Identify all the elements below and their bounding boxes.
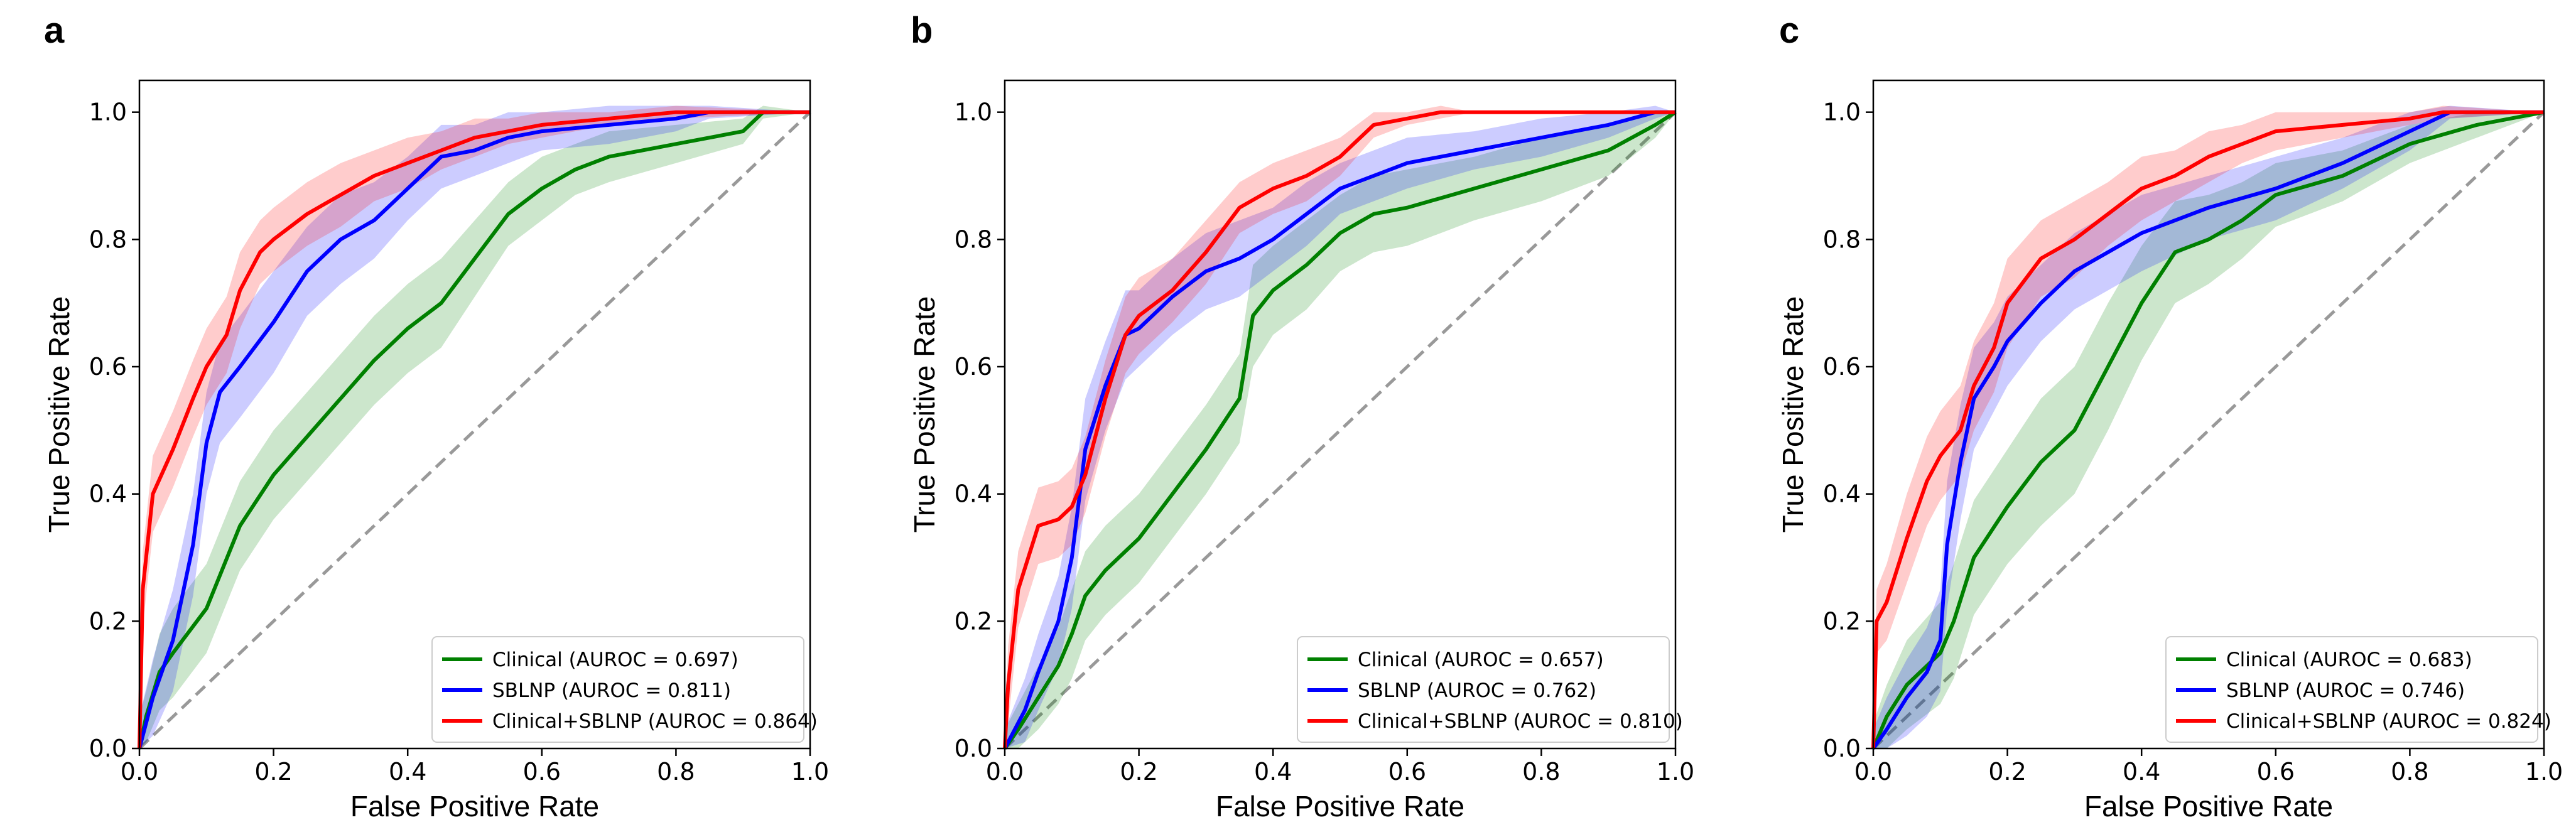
- series-band-1: [1873, 105, 2544, 748]
- x-tick-label: 0.2: [1120, 758, 1157, 786]
- y-tick-label: 1.0: [1823, 99, 1861, 126]
- x-tick-label: 0.2: [1988, 758, 2026, 786]
- y-tick-label: 0.4: [89, 480, 127, 508]
- x-axis-label: False Positive Rate: [2084, 790, 2333, 823]
- x-tick-label: 0.8: [657, 758, 695, 786]
- y-tick-label: 0.0: [955, 735, 992, 762]
- plot-frame: [138, 79, 811, 750]
- y-tick-label: 0.6: [955, 353, 992, 381]
- y-tick-label: 0.8: [89, 225, 127, 253]
- legend-label: Clinical+SBLNP (AUROC = 0.810): [1358, 710, 1683, 733]
- series-line-2: [1003, 110, 1675, 749]
- legend-box: [2165, 636, 2538, 743]
- y-tick-label: 0.6: [89, 353, 127, 381]
- x-tick-label: 0.4: [1254, 758, 1292, 786]
- legend-label: Clinical+SBLNP (AUROC = 0.824): [2226, 710, 2552, 733]
- legend-box: [1297, 636, 1670, 743]
- series-band-0: [139, 105, 810, 748]
- chance-diagonal-line: [1872, 111, 2545, 750]
- x-tick-label: 0.0: [121, 758, 158, 786]
- x-tick-label: 0.8: [2391, 758, 2428, 786]
- y-axis-label: True Positive Rate: [1777, 296, 1809, 533]
- legend-label: SBLNP (AUROC = 0.746): [2226, 679, 2465, 702]
- panel-letter: c: [1779, 10, 1799, 51]
- legend: Clinical (AUROC = 0.683) SBLNP (AUROC = 0…: [2165, 636, 2552, 743]
- legend-label: Clinical (AUROC = 0.683): [2226, 649, 2472, 671]
- roc-panel-b: b 0.0 0.2 0.4 0.6 0.8 1.0 0.0 0.2 0.4 0.6 0.8 1.0 Fal…: [908, 10, 1694, 823]
- x-tick-label: 0.2: [254, 758, 292, 786]
- legend: Clinical (AUROC = 0.657) SBLNP (AUROC = 0…: [1297, 636, 1683, 743]
- series-band-1: [139, 105, 810, 748]
- x-tick-label: 1.0: [2525, 758, 2563, 786]
- series-band-2: [1005, 105, 1675, 748]
- legend-label: Clinical+SBLNP (AUROC = 0.864): [492, 710, 818, 733]
- chance-diagonal-line: [138, 111, 811, 750]
- series-line-2: [138, 110, 810, 749]
- y-tick-label: 1.0: [955, 99, 992, 126]
- y-tick-label: 0.4: [955, 480, 992, 508]
- y-axis-label: True Positive Rate: [43, 296, 75, 533]
- y-tick-label: 0.2: [955, 607, 992, 635]
- series-line-0: [138, 110, 810, 749]
- y-tick-label: 0.8: [955, 225, 992, 253]
- x-tick-label: 1.0: [1657, 758, 1694, 786]
- legend: Clinical (AUROC = 0.697) SBLNP (AUROC = 0…: [431, 636, 818, 743]
- roc-panel-c: c 0.0 0.2 0.4 0.6 0.8 1.0 0.0 0.2 0.4 0.6 0.8 1.0 Fal…: [1777, 10, 2563, 823]
- chance-diagonal-line: [1004, 111, 1677, 750]
- series-line-2: [1871, 110, 2544, 749]
- y-tick-label: 0.6: [1823, 353, 1861, 381]
- y-tick-label: 0.4: [1823, 480, 1861, 508]
- plot-frame: [1872, 79, 2545, 750]
- x-tick-label: 0.6: [1388, 758, 1426, 786]
- x-tick-label: 0.6: [2257, 758, 2295, 786]
- x-axis-label: False Positive Rate: [350, 790, 599, 823]
- x-tick-label: 1.0: [791, 758, 829, 786]
- y-tick-label: 0.2: [1823, 607, 1861, 635]
- legend-label: SBLNP (AUROC = 0.762): [1358, 679, 1596, 702]
- series-band-0: [1005, 112, 1675, 748]
- plot-frame: [1004, 79, 1677, 750]
- legend-label: SBLNP (AUROC = 0.811): [492, 679, 731, 702]
- legend-box: [431, 636, 804, 743]
- panel-letter: a: [44, 10, 65, 51]
- y-tick-label: 1.0: [89, 99, 127, 126]
- x-tick-label: 0.6: [523, 758, 561, 786]
- y-tick-label: 0.0: [1823, 735, 1861, 762]
- series-line-1: [1003, 110, 1675, 750]
- y-axis-label: True Positive Rate: [908, 296, 941, 533]
- series-line-0: [1871, 110, 2545, 750]
- series-band-1: [1005, 105, 1675, 748]
- x-tick-label: 0.8: [1522, 758, 1560, 786]
- y-tick-label: 0.2: [89, 607, 127, 635]
- panel-letter: b: [911, 10, 933, 51]
- series-line-1: [138, 110, 810, 749]
- roc-panel-a: a 0.0 0.2 0.4 0.6 0.8 1.0 0.0 0.2 0.4 0.6 0.8 1.0 Fal…: [43, 10, 829, 823]
- x-tick-label: 0.4: [389, 758, 426, 786]
- y-tick-label: 0.0: [89, 735, 127, 762]
- series-line-0: [1003, 111, 1677, 750]
- legend-label: Clinical (AUROC = 0.697): [492, 649, 739, 671]
- y-tick-label: 0.8: [1823, 225, 1861, 253]
- series-band-2: [1873, 105, 2544, 748]
- x-tick-label: 0.0: [1854, 758, 1892, 786]
- x-axis-label: False Positive Rate: [1216, 790, 1464, 823]
- series-line-1: [1871, 110, 2544, 750]
- x-tick-label: 0.0: [986, 758, 1024, 786]
- legend-label: Clinical (AUROC = 0.657): [1358, 649, 1604, 671]
- x-tick-label: 0.4: [2123, 758, 2160, 786]
